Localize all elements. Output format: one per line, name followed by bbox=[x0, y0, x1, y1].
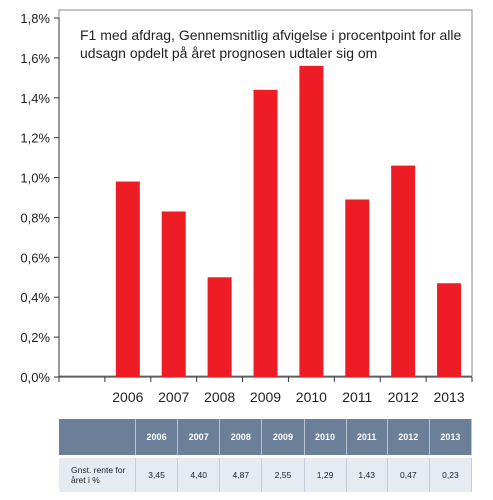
y-tick-label: 0,0% bbox=[20, 370, 50, 385]
x-tick-label: 2012 bbox=[388, 389, 419, 405]
table-row: Gnst. rente for året i % 3,45 4,40 4,87 2,5… bbox=[59, 458, 473, 492]
table-cell: 2,55 bbox=[261, 458, 305, 492]
bar-2013 bbox=[437, 283, 462, 377]
x-tick-label: 2006 bbox=[112, 389, 143, 405]
table-corner-cell bbox=[59, 419, 136, 455]
table-cell: 4,87 bbox=[219, 458, 263, 492]
y-tick-label: 1,4% bbox=[20, 91, 50, 106]
bar-2009 bbox=[253, 89, 278, 378]
table-header-cell: 2010 bbox=[304, 419, 347, 455]
interest-rate-table: 2006 2007 2008 2009 2010 2011 2012 2013 Gnst. r… bbox=[59, 419, 473, 492]
table-cell: 3,45 bbox=[135, 458, 179, 492]
bar-chart: 0,0% 0,2% 0,4% 0,6% 0,8% 1,0% 1,2% 1,4% 1,6% 1,8%… bbox=[20, 9, 473, 405]
x-tick-label: 2013 bbox=[433, 389, 464, 405]
x-tick-label: 2007 bbox=[158, 389, 189, 405]
table-cell: 0,47 bbox=[387, 458, 430, 492]
table-cell: 1,29 bbox=[304, 458, 347, 492]
table-header-row: 2006 2007 2008 2009 2010 2011 2012 2013 bbox=[59, 419, 473, 455]
bars bbox=[115, 65, 462, 378]
table-header-cell: 2007 bbox=[177, 419, 221, 455]
y-tick-label: 0,6% bbox=[20, 250, 50, 265]
bar-2012 bbox=[391, 165, 416, 377]
table-row-label: Gnst. rente for året i % bbox=[59, 458, 136, 492]
table-cell: 4,40 bbox=[177, 458, 221, 492]
table-header-cell: 2011 bbox=[346, 419, 388, 455]
bar-2011 bbox=[345, 199, 370, 377]
y-tick-label: 0,8% bbox=[20, 210, 50, 225]
y-tick-label: 0,4% bbox=[20, 290, 50, 305]
table-header-cell: 2009 bbox=[261, 419, 305, 455]
table-separator bbox=[59, 455, 472, 458]
y-tick-label: 1,2% bbox=[20, 131, 50, 146]
table-cell: 1,43 bbox=[346, 458, 388, 492]
table-header-cell: 2012 bbox=[387, 419, 430, 455]
x-tick-label: 2009 bbox=[250, 389, 281, 405]
table-cell: 0,23 bbox=[429, 458, 473, 492]
y-axis-ticks: 0,0% 0,2% 0,4% 0,6% 0,8% 1,0% 1,2% 1,4% 1,6% 1,8% bbox=[20, 11, 59, 385]
x-tick-label: 2010 bbox=[296, 389, 327, 405]
y-tick-label: 0,2% bbox=[20, 330, 50, 345]
bar-2010 bbox=[299, 65, 324, 377]
y-tick-label: 1,8% bbox=[20, 11, 50, 26]
bar-2006 bbox=[115, 181, 140, 377]
table-header-cell: 2006 bbox=[135, 419, 179, 455]
bar-2008 bbox=[207, 277, 232, 377]
chart-title: F1 med afdrag, Gennemsnitlig afvigelse i… bbox=[80, 27, 462, 61]
x-tick-label: 2011 bbox=[342, 389, 372, 405]
y-tick-label: 1,0% bbox=[20, 171, 50, 186]
bar-2007 bbox=[161, 211, 186, 377]
table-header-cell: 2008 bbox=[219, 419, 263, 455]
x-tick-label: 2008 bbox=[204, 389, 235, 405]
table-header-cell: 2013 bbox=[429, 419, 473, 455]
x-axis-ticks: 2006 2007 2008 2009 2010 2011 2012 2013 bbox=[58, 377, 473, 405]
y-tick-label: 1,6% bbox=[20, 51, 50, 66]
